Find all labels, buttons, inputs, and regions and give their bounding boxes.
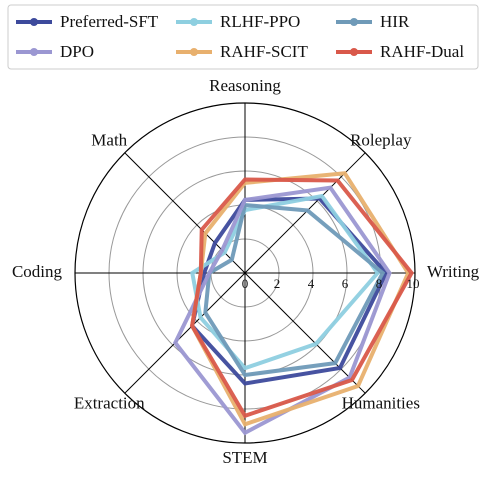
axis-label: Humanities xyxy=(342,393,420,412)
legend-marker xyxy=(350,18,358,26)
legend-marker xyxy=(190,48,198,56)
spoke xyxy=(244,272,366,394)
series-line xyxy=(172,185,392,436)
legend-label: RAHF-SCIT xyxy=(220,42,308,61)
legend-label: Preferred-SFT xyxy=(60,12,159,31)
legend-marker xyxy=(190,18,198,26)
spoke xyxy=(124,272,246,394)
axis-label: Math xyxy=(91,130,127,149)
axis-label: Coding xyxy=(12,262,63,281)
axis-label: STEM xyxy=(222,448,267,467)
legend-marker xyxy=(350,48,358,56)
r-tick-label: 4 xyxy=(308,276,315,291)
series-line xyxy=(190,171,411,427)
axis-label: Writing xyxy=(427,262,480,281)
r-tick-label: 8 xyxy=(376,276,383,291)
spoke xyxy=(124,152,246,274)
r-tick-label: 10 xyxy=(407,276,420,291)
legend-label: HIR xyxy=(380,12,410,31)
legend-label: DPO xyxy=(60,42,94,61)
legend-marker xyxy=(30,48,38,56)
legend-label: RAHF-Dual xyxy=(380,42,464,61)
r-tick-label: 0 xyxy=(242,276,249,291)
series-line xyxy=(203,202,386,378)
axis-label: Extraction xyxy=(74,393,145,412)
axis-label: Reasoning xyxy=(209,76,281,95)
series-line xyxy=(190,177,415,419)
axis-label: Roleplay xyxy=(350,130,412,149)
r-tick-label: 2 xyxy=(274,276,281,291)
legend-label: RLHF-PPO xyxy=(220,12,300,31)
legend-marker xyxy=(30,18,38,26)
series-line xyxy=(190,193,381,371)
r-tick-label: 6 xyxy=(342,276,349,291)
